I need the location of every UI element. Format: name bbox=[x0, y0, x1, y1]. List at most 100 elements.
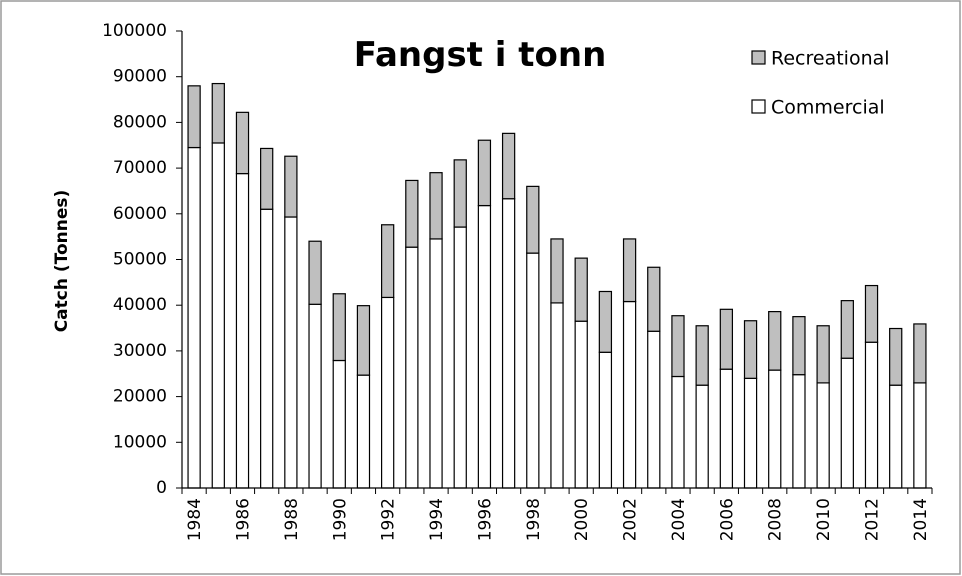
bar-commercial-2012 bbox=[864, 341, 879, 489]
bar-recreational-1993 bbox=[405, 179, 419, 248]
legend-swatch-recreational bbox=[751, 50, 766, 65]
bar-recreational-2000 bbox=[574, 257, 588, 322]
bar-recreational-2009 bbox=[792, 316, 806, 376]
bar-commercial-2009 bbox=[792, 374, 806, 489]
bar-recreational-1997 bbox=[501, 132, 516, 200]
x-tick-label: 1990 bbox=[330, 498, 350, 541]
bar-commercial-2005 bbox=[695, 384, 709, 489]
x-tick-label: 2000 bbox=[572, 498, 592, 541]
bar-commercial-1992 bbox=[381, 296, 395, 489]
bar-recreational-1984 bbox=[187, 85, 201, 149]
x-tick-label: 1988 bbox=[282, 498, 302, 541]
bar-commercial-1998 bbox=[526, 252, 540, 489]
bar-commercial-2013 bbox=[889, 384, 903, 489]
x-tick-label: 1986 bbox=[233, 498, 253, 541]
bar-recreational-2007 bbox=[743, 320, 758, 379]
bar-recreational-1987 bbox=[260, 147, 274, 210]
x-tick-label: 2006 bbox=[717, 498, 737, 541]
legend-swatch-commercial bbox=[751, 99, 766, 114]
bar-commercial-1996 bbox=[477, 204, 492, 489]
x-tick-label: 2014 bbox=[911, 498, 931, 541]
x-tick-label: 2002 bbox=[621, 498, 641, 541]
y-axis-label: Catch (Tonnes) bbox=[52, 190, 72, 333]
bar-recreational-2001 bbox=[598, 290, 613, 353]
bar-recreational-1994 bbox=[429, 172, 443, 240]
bar-commercial-1986 bbox=[235, 172, 250, 489]
legend-label-commercial: Commercial bbox=[771, 97, 885, 119]
bars-group bbox=[187, 82, 927, 489]
legend-label-recreational: Recreational bbox=[771, 48, 890, 70]
bar-commercial-1990 bbox=[332, 359, 346, 489]
bar-commercial-1991 bbox=[356, 374, 371, 489]
bar-recreational-2005 bbox=[695, 325, 709, 386]
bar-recreational-2010 bbox=[816, 325, 830, 384]
y-tick-label: 100000 bbox=[102, 21, 167, 41]
bar-recreational-1998 bbox=[526, 185, 540, 254]
bar-recreational-2013 bbox=[889, 327, 903, 386]
bar-commercial-1997 bbox=[501, 198, 516, 489]
bar-recreational-2011 bbox=[840, 300, 854, 359]
bar-commercial-1984 bbox=[187, 146, 201, 489]
bar-commercial-1993 bbox=[405, 246, 419, 489]
bar-commercial-2008 bbox=[768, 369, 782, 489]
bar-recreational-1985 bbox=[211, 82, 225, 144]
bar-commercial-1999 bbox=[550, 302, 564, 489]
x-tick-label: 2012 bbox=[863, 498, 883, 541]
bar-commercial-2000 bbox=[574, 320, 588, 489]
bar-recreational-2004 bbox=[671, 315, 685, 378]
x-tick-label: 2008 bbox=[766, 498, 786, 541]
x-tick-label: 1996 bbox=[475, 498, 495, 541]
y-tick-label: 10000 bbox=[113, 432, 167, 452]
y-tick-label: 30000 bbox=[113, 341, 167, 361]
bar-commercial-1985 bbox=[211, 142, 225, 489]
y-tick-label: 20000 bbox=[113, 387, 167, 407]
y-tick-label: 40000 bbox=[113, 295, 167, 315]
bar-recreational-1996 bbox=[477, 139, 492, 207]
y-tick-label: 80000 bbox=[113, 112, 167, 132]
bar-commercial-2011 bbox=[840, 357, 854, 489]
bar-commercial-2010 bbox=[816, 382, 830, 489]
bar-commercial-2002 bbox=[622, 300, 637, 489]
bar-commercial-2001 bbox=[598, 351, 613, 489]
bar-recreational-2014 bbox=[913, 323, 927, 384]
y-tick-label: 0 bbox=[156, 478, 167, 498]
bar-commercial-1987 bbox=[260, 208, 274, 489]
bar-commercial-2014 bbox=[913, 382, 927, 489]
bar-recreational-2003 bbox=[647, 266, 661, 332]
y-tick-label: 70000 bbox=[113, 158, 167, 178]
bar-commercial-1994 bbox=[429, 238, 443, 489]
bar-commercial-1989 bbox=[308, 303, 322, 489]
y-tick-label: 60000 bbox=[113, 204, 167, 224]
bar-recreational-1990 bbox=[332, 293, 346, 362]
bar-recreational-2012 bbox=[864, 284, 879, 343]
x-axis-ticks: 1984 1986 1988 1990 1992 1994 1996 1998 2000 2002… bbox=[181, 488, 933, 541]
bar-commercial-2006 bbox=[719, 368, 734, 489]
bar-recreational-1989 bbox=[308, 240, 322, 305]
bar-recreational-1991 bbox=[356, 305, 371, 376]
bar-commercial-2004 bbox=[671, 375, 685, 489]
bar-recreational-1992 bbox=[381, 224, 395, 299]
bar-recreational-2002 bbox=[622, 238, 637, 303]
bar-commercial-1988 bbox=[284, 216, 298, 489]
x-tick-label: 1984 bbox=[185, 498, 205, 541]
x-tick-label: 2004 bbox=[669, 498, 689, 541]
bar-commercial-1995 bbox=[453, 226, 467, 489]
x-tick-label: 2010 bbox=[814, 498, 834, 541]
bar-commercial-2007 bbox=[743, 377, 758, 489]
bar-recreational-1986 bbox=[235, 111, 250, 175]
x-tick-label: 1992 bbox=[379, 498, 399, 541]
y-axis-ticks: 0 10000 20000 30000 40000 50000 60000 70000 8000… bbox=[102, 21, 182, 498]
x-tick-label: 1998 bbox=[524, 498, 544, 541]
y-tick-label: 50000 bbox=[113, 250, 167, 270]
y-tick-label: 90000 bbox=[113, 67, 167, 87]
bar-recreational-1988 bbox=[284, 155, 298, 218]
bar-commercial-2003 bbox=[647, 330, 661, 489]
chart-title: Fangst i tonn bbox=[354, 35, 607, 75]
bar-recreational-1995 bbox=[453, 159, 467, 228]
bar-recreational-2006 bbox=[719, 308, 734, 370]
bar-recreational-2008 bbox=[768, 311, 782, 371]
legend: Recreational Commercial bbox=[751, 48, 890, 119]
bar-recreational-1999 bbox=[550, 238, 564, 304]
